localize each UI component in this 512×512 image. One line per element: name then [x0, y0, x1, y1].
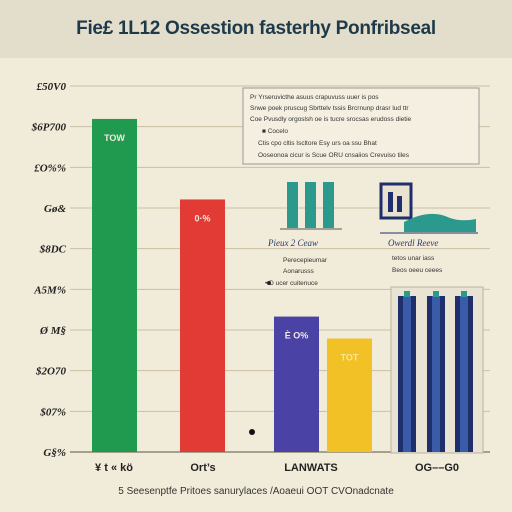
- y-axis-ticks: £50V0 $6P700 £O%% Gø& $8DC A5M% Ø M§ $2O70 $07% G…: [31, 81, 67, 459]
- panel-navy-bars: [390, 286, 484, 454]
- legend-line: Pr Yrseruvicthe asuus crapuvuss uuer is …: [250, 94, 379, 101]
- panel-logo-icon: Owerdl Reeve tetos unar iass Beos oeeu c…: [379, 182, 478, 274]
- legend-line: Ctis cpo cltis Iscltore Esy urs oa ssu B…: [258, 140, 377, 147]
- x-tick-label: LANWATS: [284, 462, 338, 474]
- legend-line: Coe Pvusdly orgoslsh oe is tucre srocsas…: [250, 116, 412, 123]
- x-tick-label: OG––G0: [415, 462, 459, 474]
- legend-box: Pr Yrseruvicthe asuus crapuvuss uuer is …: [242, 87, 480, 165]
- data-label: TOT: [341, 353, 359, 363]
- data-label: TOW: [104, 133, 125, 143]
- panel-line: tetos unar iass: [392, 255, 435, 262]
- bar: [274, 316, 319, 452]
- y-tick-label: Gø&: [44, 203, 66, 215]
- y-tick-label: $07%: [39, 406, 66, 418]
- bullet-dot: [249, 429, 255, 435]
- legend-line: Snwe poek pruscug Sbrttelv tssis Brcrnun…: [250, 105, 409, 112]
- title-banner: Fie£ 1L12 Ossestion fasterhy Ponfribseal: [0, 0, 512, 58]
- panel-title: Pieux 2 Ceaw: [267, 238, 318, 248]
- bar: [180, 199, 225, 452]
- panel-line: • D ucer cuitenuce: [265, 280, 318, 287]
- y-tick-label: A5M%: [33, 284, 66, 296]
- bars: TOW 0·% È O% TOT: [92, 118, 372, 452]
- page-title: Fie£ 1L12 Ossestion fasterhy Ponfribseal: [76, 18, 436, 39]
- footer-note: 5 Seesenptfe Pritoes sanurylaces /Aoaeui…: [118, 486, 394, 497]
- bar: [92, 118, 137, 452]
- x-tick-label: Ort’s: [190, 462, 215, 474]
- panel-line: Beos oeeu ceees: [392, 267, 443, 274]
- data-label: È O%: [285, 331, 309, 341]
- panel-title: Owerdl Reeve: [388, 238, 438, 248]
- legend-line: ■ Cocelo: [262, 128, 288, 135]
- y-tick-label: $2O70: [35, 366, 66, 378]
- bullet-dot: [267, 281, 271, 285]
- y-tick-label: $6P700: [31, 122, 67, 134]
- panel-line: Aonarusss: [283, 268, 314, 275]
- bar: [327, 338, 372, 452]
- x-tick-label: ¥ t « kö: [95, 462, 133, 474]
- y-tick-label: $8DC: [39, 244, 67, 256]
- data-label: 0·%: [194, 213, 210, 223]
- y-tick-label: Ø M§: [39, 325, 66, 337]
- legend-line: Ooseonoa cicur is Scue ORU cnsaiios Crev…: [258, 152, 410, 159]
- panel-line: Perecepieumar: [283, 257, 328, 264]
- x-axis-ticks: ¥ t « kö Ort’s LANWATS OG––G0: [95, 462, 459, 474]
- y-tick-label: £50V0: [36, 81, 67, 93]
- y-tick-label: £O%%: [33, 162, 66, 174]
- panel-bars-icon: Pieux 2 Ceaw Perecepieumar Aonarusss • D…: [265, 182, 342, 287]
- y-tick-label: G§%: [43, 447, 66, 459]
